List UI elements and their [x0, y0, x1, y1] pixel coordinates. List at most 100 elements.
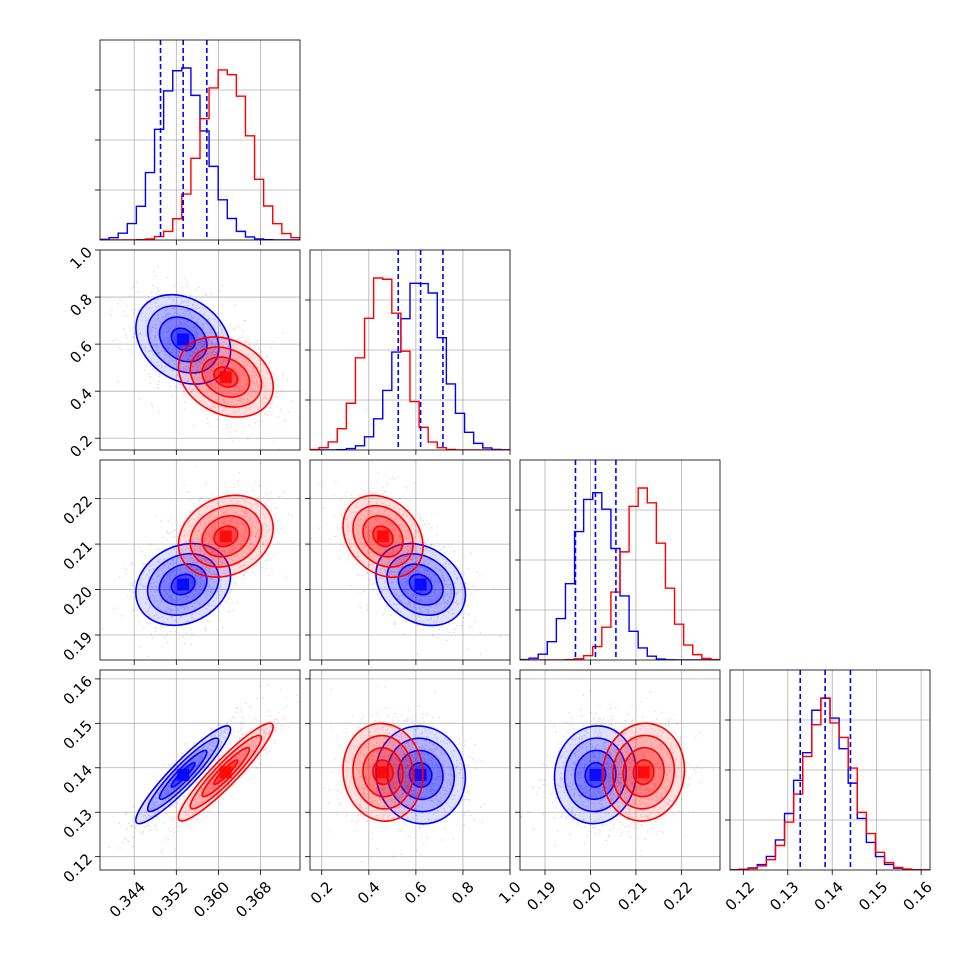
panel-content — [108, 684, 299, 853]
contour-line-1 — [632, 759, 655, 786]
contour-line-1 — [213, 759, 239, 786]
scatter-panel-3-2 — [515, 669, 721, 875]
histogram-panel-2 — [515, 459, 721, 665]
y-tick-label: 0.16 — [60, 672, 96, 708]
x-tick-label: 1.0 — [495, 878, 525, 908]
contour-line-1 — [362, 747, 404, 798]
contour-line-0 — [375, 725, 467, 825]
x-tick-label: 0.22 — [660, 878, 696, 914]
contour-line-0 — [135, 542, 232, 627]
density-peak-0 — [589, 768, 602, 781]
scatter-panel-2-0 — [95, 459, 301, 665]
x-tick-label: 0.8 — [448, 878, 478, 908]
panel-frame — [99, 669, 301, 871]
grid — [520, 460, 720, 660]
x-tick-label: 0.368 — [232, 878, 275, 921]
density-peak-0 — [177, 578, 190, 591]
x-tick-label: 0.2 — [307, 878, 337, 908]
panel-frame — [519, 669, 721, 871]
x-tick-label: 0.12 — [722, 878, 758, 914]
y-tick-label: 0.14 — [60, 761, 96, 797]
density-peak-1 — [376, 530, 389, 543]
contour-line-0 — [170, 573, 196, 596]
x-tick-label: 0.14 — [811, 878, 847, 914]
grid — [310, 670, 510, 870]
contour-line-0 — [158, 316, 208, 363]
contour-line-0 — [397, 749, 444, 801]
histogram-series-1 — [730, 697, 930, 870]
panel-frame — [99, 459, 301, 661]
x-tick-label: 0.20 — [569, 878, 605, 914]
density-peak-0 — [177, 333, 190, 346]
contour-line-1 — [601, 722, 686, 822]
contour-line-1 — [612, 734, 676, 810]
contour-line-0 — [134, 725, 232, 825]
contour-line-1 — [213, 366, 239, 388]
contour-line-0 — [408, 761, 433, 788]
grid — [310, 250, 510, 450]
x-tick-label: 0.15 — [855, 878, 891, 914]
contour-line-0 — [146, 737, 220, 813]
scatter-panel-3-0 — [95, 669, 301, 875]
density-peak-1 — [219, 766, 232, 779]
panel-frame — [309, 459, 511, 661]
contour-line-1 — [177, 494, 274, 578]
contour-line-1 — [622, 746, 665, 798]
contour-line-1 — [372, 759, 394, 786]
x-tick-label: 0.352 — [148, 878, 191, 921]
density-peak-1 — [219, 371, 232, 384]
y-tick-label: 1.0 — [66, 243, 96, 273]
scatter-panel-2-1 — [305, 459, 511, 665]
contour-line-1 — [189, 734, 263, 810]
histogram-panel-0 — [95, 39, 301, 245]
y-tick-label: 0.20 — [60, 583, 96, 619]
density-peak-0 — [414, 578, 427, 591]
x-tick-label: 0.21 — [614, 878, 650, 914]
panel-frame — [99, 249, 301, 451]
y-tick-label: 0.12 — [60, 850, 96, 886]
contour-line-0 — [158, 563, 208, 606]
contour-line-0 — [408, 573, 433, 596]
scatter-panel-3-1 — [305, 669, 511, 875]
x-tick-label: 0.4 — [354, 878, 384, 908]
grid — [730, 670, 930, 870]
scatter-panel-1-0 — [95, 249, 301, 455]
contour-line-1 — [213, 525, 239, 548]
contour-line-0 — [170, 761, 196, 788]
contour-line-1 — [201, 515, 251, 558]
contour-line-1 — [372, 525, 394, 548]
contour-line-0 — [574, 749, 617, 801]
density-peak-0 — [177, 768, 190, 781]
contour-line-0 — [146, 552, 220, 616]
grid — [100, 460, 300, 660]
density-peak-1 — [376, 766, 389, 779]
x-tick-label: 0.6 — [401, 878, 431, 908]
contour-line-0 — [170, 327, 196, 352]
contour-line-0 — [584, 761, 607, 788]
panel-content — [520, 690, 714, 851]
histogram-panel-1 — [305, 249, 511, 455]
density-peak-1 — [637, 766, 650, 779]
contour-line-0 — [397, 563, 444, 606]
contour-line-1 — [201, 746, 251, 798]
contour-line-1 — [352, 504, 414, 568]
contour-line-1 — [177, 336, 275, 418]
histogram-panel-3 — [725, 669, 931, 875]
x-tick-label: 0.16 — [900, 878, 936, 914]
x-tick-label: 0.13 — [766, 878, 802, 914]
contour-line-1 — [201, 356, 251, 398]
contour-line-0 — [146, 305, 220, 374]
contour-line-1 — [342, 494, 424, 579]
scatter-points-0 — [340, 691, 486, 863]
panel-frame — [309, 669, 511, 871]
contour-line-1 — [189, 504, 263, 568]
x-tick-label: 0.344 — [106, 878, 149, 921]
y-tick-label: 0.15 — [60, 717, 96, 753]
contour-line-1 — [362, 515, 404, 558]
panel-content — [730, 670, 930, 870]
panel-content — [101, 465, 299, 658]
panel-content — [310, 460, 510, 655]
contour-line-1 — [177, 722, 274, 822]
y-tick-label: 0.8 — [66, 290, 96, 320]
